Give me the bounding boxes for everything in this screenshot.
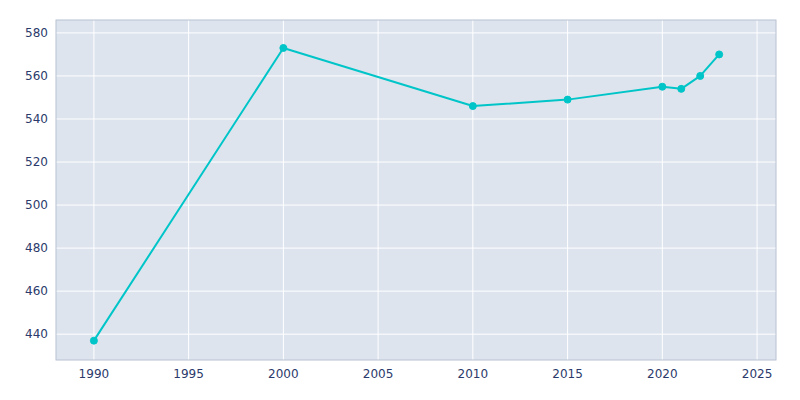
population-marker: [90, 337, 97, 344]
y-grid-line: [56, 334, 776, 335]
population-marker: [564, 96, 571, 103]
grid: [56, 20, 776, 360]
y-grid-line: [56, 205, 776, 206]
population-marker: [280, 44, 287, 51]
y-tick-label: 480: [25, 241, 48, 255]
population-line: [94, 48, 719, 341]
chart-svg: 1990 1995 2000 2005 2010 2015 2020 2025 440 460 48…: [0, 0, 800, 400]
x-grid-line: [378, 20, 379, 360]
y-tick-label: 520: [25, 155, 48, 169]
x-grid-line: [662, 20, 663, 360]
plot-background: [56, 20, 776, 360]
y-grid-line: [56, 162, 776, 163]
y-tick-label: 540: [25, 112, 48, 126]
x-grid-line: [188, 20, 189, 360]
population-marker: [469, 103, 476, 110]
y-tick-label: 440: [25, 327, 48, 341]
population-marker: [697, 72, 704, 79]
y-grid-line: [56, 118, 776, 119]
x-grid-line: [472, 20, 473, 360]
tick-labels: 1990 1995 2000 2005 2010 2015 2020 2025 440 460 48…: [25, 26, 772, 381]
x-grid-line: [757, 20, 758, 360]
y-grid-line: [56, 248, 776, 249]
y-tick-label: 580: [25, 26, 48, 40]
x-tick-label: 1995: [173, 367, 204, 381]
y-tick-label: 460: [25, 284, 48, 298]
x-tick-label: 1990: [79, 367, 110, 381]
population-marker: [716, 51, 723, 58]
x-tick-label: 2025: [742, 367, 773, 381]
data-group: [90, 44, 722, 344]
chart-container: 1990 1995 2000 2005 2010 2015 2020 2025 440 460 48…: [0, 0, 800, 400]
y-tick-label: 560: [25, 69, 48, 83]
y-grid-line: [56, 75, 776, 76]
x-tick-label: 2005: [363, 367, 394, 381]
x-tick-label: 2010: [458, 367, 489, 381]
plot-frame: [56, 20, 776, 360]
x-grid-line: [567, 20, 568, 360]
y-grid-line: [56, 32, 776, 33]
x-tick-label: 2000: [268, 367, 299, 381]
y-tick-label: 500: [25, 198, 48, 212]
x-tick-label: 2020: [647, 367, 678, 381]
x-grid-line: [283, 20, 284, 360]
x-grid-line: [93, 20, 94, 360]
x-tick-label: 2015: [552, 367, 583, 381]
population-marker: [678, 85, 685, 92]
population-marker: [659, 83, 666, 90]
y-grid-line: [56, 291, 776, 292]
